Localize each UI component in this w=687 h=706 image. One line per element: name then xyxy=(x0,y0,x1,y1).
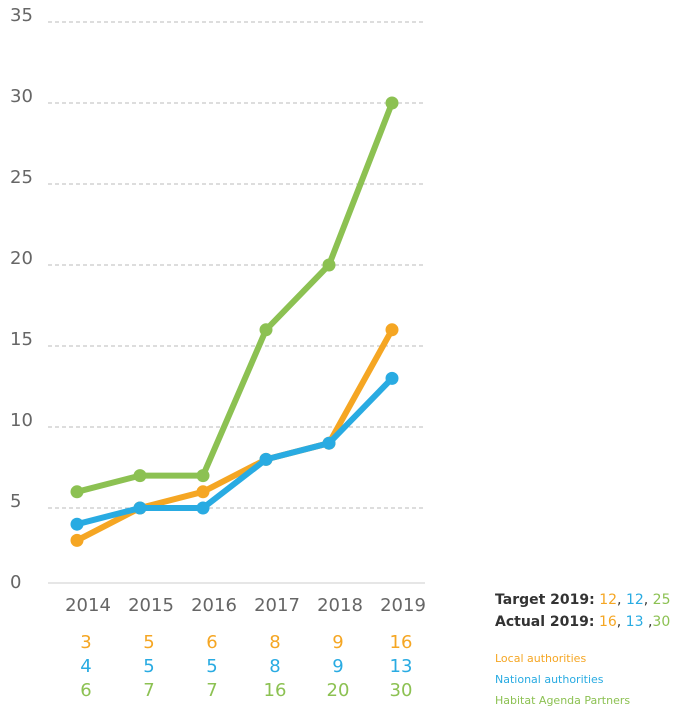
point xyxy=(385,96,399,110)
x-tick-label: 2014 xyxy=(65,595,111,616)
legend-entry: Local authorities xyxy=(495,652,586,665)
table-value: 6 xyxy=(206,632,217,653)
point xyxy=(385,323,399,337)
table-value: 9 xyxy=(332,632,343,653)
point xyxy=(70,517,84,531)
y-tick-label: 35 xyxy=(10,5,33,26)
note-value: 12 xyxy=(626,592,644,608)
point xyxy=(259,323,273,337)
y-tick-label: 15 xyxy=(10,329,33,350)
table-value: 6 xyxy=(80,680,91,701)
y-tick-label: 0 xyxy=(10,572,21,593)
point xyxy=(259,452,273,466)
table-value: 5 xyxy=(143,656,154,677)
note-value: 16 xyxy=(599,614,617,630)
table-value: 3 xyxy=(80,632,91,653)
y-tick-label: 25 xyxy=(10,167,33,188)
point xyxy=(322,436,336,450)
point xyxy=(196,485,210,499)
point xyxy=(322,258,336,272)
x-tick-label: 2017 xyxy=(254,595,300,616)
note-value: 25 xyxy=(653,592,671,608)
table-value: 16 xyxy=(264,680,287,701)
table-value: 4 xyxy=(80,656,91,677)
separator: , xyxy=(644,614,653,630)
x-tick-label: 2015 xyxy=(128,595,174,616)
note-value: 12 xyxy=(599,592,617,608)
point xyxy=(70,485,84,499)
x-tick-label: 2019 xyxy=(380,595,426,616)
x-tick-label: 2018 xyxy=(317,595,363,616)
table-value: 5 xyxy=(143,632,154,653)
target-label: Target 2019: xyxy=(495,592,595,608)
legend-entry: National authorities xyxy=(495,673,604,686)
table-value: 5 xyxy=(206,656,217,677)
table-value: 9 xyxy=(332,656,343,677)
legend-entry: Habitat Agenda Partners xyxy=(495,694,630,706)
separator: , xyxy=(617,592,626,608)
note-value: 13 xyxy=(626,614,644,630)
table-value: 30 xyxy=(390,680,413,701)
y-tick-label: 20 xyxy=(10,248,33,269)
point xyxy=(385,371,399,385)
note-value: 30 xyxy=(652,614,670,630)
y-tick-label: 30 xyxy=(10,86,33,107)
table-value: 16 xyxy=(390,632,413,653)
actual-line: Actual 2019: 16, 13 ,30 xyxy=(495,614,670,630)
series-line xyxy=(76,376,395,528)
table-value: 7 xyxy=(143,680,154,701)
table-value: 8 xyxy=(269,632,280,653)
table-value: 13 xyxy=(390,656,413,677)
point xyxy=(133,501,147,515)
table-value: 8 xyxy=(269,656,280,677)
separator: , xyxy=(644,592,653,608)
point xyxy=(196,501,210,515)
point xyxy=(70,533,84,547)
series-line xyxy=(75,328,395,544)
table-value: 7 xyxy=(206,680,217,701)
y-tick-label: 5 xyxy=(10,491,21,512)
table-value: 20 xyxy=(327,680,350,701)
point xyxy=(133,469,147,483)
target-line: Target 2019: 12, 12, 25 xyxy=(495,592,671,608)
x-tick-label: 2016 xyxy=(191,595,237,616)
y-tick-label: 10 xyxy=(10,410,33,431)
point xyxy=(196,469,210,483)
series-line xyxy=(76,101,395,495)
actual-label: Actual 2019: xyxy=(495,614,594,630)
separator: , xyxy=(617,614,626,630)
